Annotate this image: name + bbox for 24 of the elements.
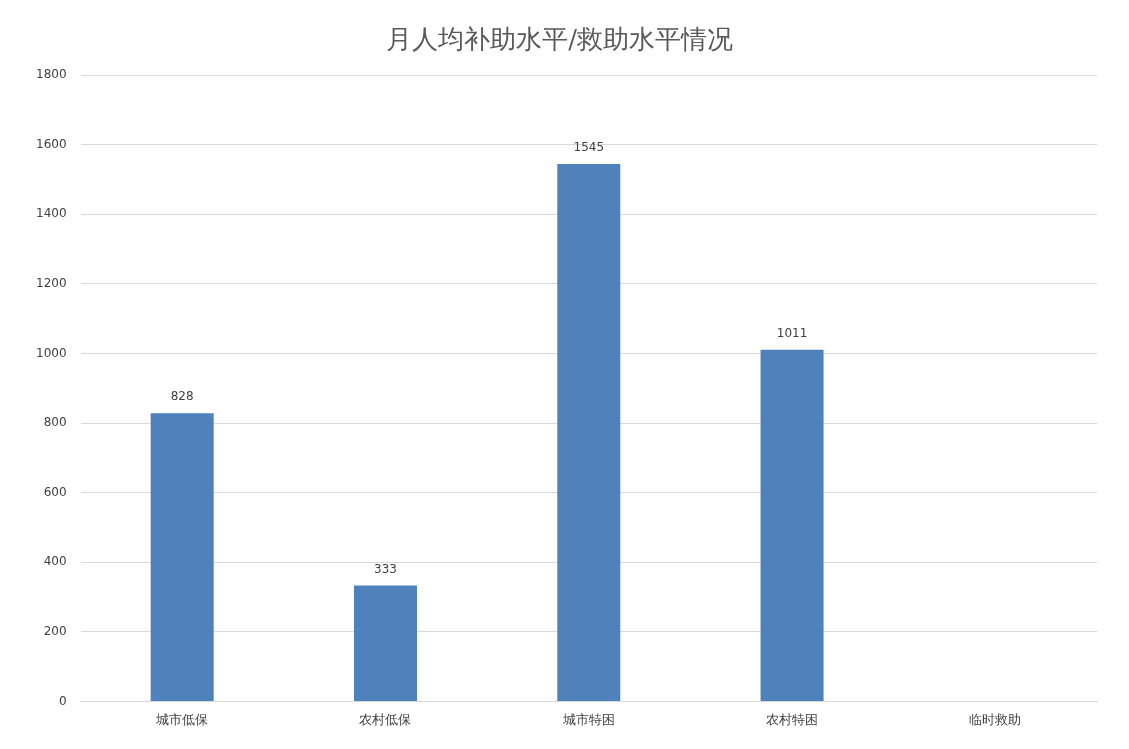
data-label: 1011 bbox=[776, 325, 808, 340]
bar bbox=[557, 163, 621, 701]
x-tick-label: 农村低保 bbox=[359, 711, 412, 727]
data-label: 1545 bbox=[573, 140, 605, 155]
y-tick-label: 600 bbox=[43, 484, 67, 499]
x-tick-label: 城市低保 bbox=[155, 711, 209, 727]
y-tick-label: 400 bbox=[43, 554, 67, 569]
bar bbox=[353, 585, 417, 701]
y-tick-label: 800 bbox=[43, 415, 67, 430]
bar bbox=[760, 349, 824, 701]
y-tick-label: 1200 bbox=[35, 276, 67, 291]
x-tick-label: 城市特困 bbox=[561, 711, 615, 727]
y-tick-label: 1800 bbox=[35, 67, 67, 82]
x-tick-label: 临时救助 bbox=[969, 711, 1022, 727]
x-tick-label: 农村特困 bbox=[766, 711, 819, 727]
y-tick-label: 1000 bbox=[35, 345, 67, 360]
bar bbox=[150, 413, 214, 701]
data-label: 828 bbox=[170, 389, 194, 404]
y-tick-label: 200 bbox=[43, 623, 67, 638]
chart-title: 月人均补助水平/救助水平情况 bbox=[386, 24, 733, 55]
y-tick-label: 1400 bbox=[35, 206, 67, 221]
y-tick-label: 1600 bbox=[35, 136, 67, 151]
data-label: 333 bbox=[374, 561, 397, 576]
y-tick-label: 0 bbox=[58, 693, 67, 708]
